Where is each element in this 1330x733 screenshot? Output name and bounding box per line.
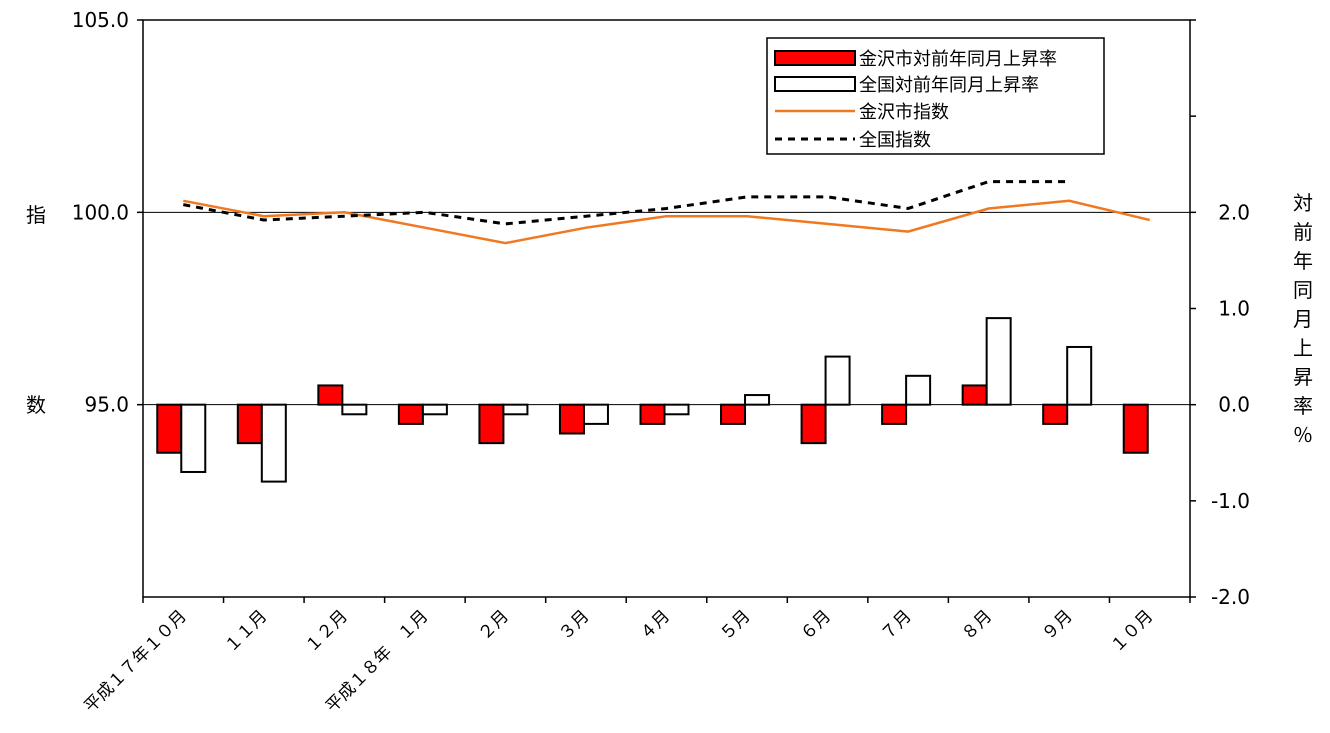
x-tick-label: ４月 [636, 606, 674, 644]
right-axis-title-char: 上 [1293, 336, 1313, 360]
right-axis-title-char: 率 [1293, 394, 1313, 418]
right-axis-title-char: 年 [1293, 249, 1313, 273]
x-tick-label: ６月 [797, 606, 835, 644]
bar-national-rate [502, 403, 529, 416]
right-axis-title-char: 月 [1293, 307, 1313, 331]
bar-national-rate [582, 403, 609, 425]
bar-kanazawa-rate [881, 403, 908, 425]
bar-kanazawa-rate [156, 403, 183, 454]
x-tick-label: ９月 [1039, 606, 1077, 644]
bar-kanazawa-rate [397, 403, 424, 425]
x-tick-label: ５月 [716, 606, 754, 644]
x-tick-label: ７月 [877, 606, 915, 644]
x-tick-label: ２月 [475, 606, 513, 644]
right-axis-title-char: ％ [1293, 423, 1313, 447]
right-tick-label: -1.0 [1211, 489, 1250, 513]
x-tick-label: ８月 [958, 606, 996, 644]
bar-national-rate [421, 403, 448, 416]
x-tick-label: ３月 [555, 606, 593, 644]
right-axis-title-char: 対 [1293, 191, 1313, 215]
bar-national-rate [1066, 345, 1093, 406]
left-axis-title-char: 指 [26, 203, 46, 227]
bar-kanazawa-rate [720, 403, 747, 425]
bar-national-rate [260, 403, 287, 483]
bar-national-rate [985, 317, 1012, 406]
bar-kanazawa-rate [639, 403, 666, 425]
bar-national-rate [180, 403, 207, 473]
x-tick-label: １２月 [302, 606, 352, 656]
x-tick-label: １０月 [1107, 606, 1157, 656]
left-axis-title-char: 数 [26, 393, 46, 417]
bar-kanazawa-rate [1122, 403, 1149, 454]
legend-label: 金沢市対前年同月上昇率 [859, 49, 1057, 70]
bar-national-rate [663, 403, 690, 416]
legend-label: 金沢市指数 [859, 102, 949, 123]
bar-kanazawa-rate [800, 403, 827, 445]
legend-label: 全国対前年同月上昇率 [859, 75, 1039, 96]
bar-national-rate [905, 374, 932, 406]
left-tick-label: 95.0 [84, 393, 129, 417]
bar-kanazawa-rate [961, 384, 988, 406]
axis-titles: 指数 対前年同月上昇率 ％ [26, 191, 1313, 447]
left-tick-label: 100.0 [72, 200, 129, 224]
bar-national-rate [744, 394, 771, 406]
right-axis-title-char: 昇 [1293, 365, 1313, 389]
left-tick-label: 105.0 [72, 8, 129, 32]
right-axis-title-char: 前 [1293, 220, 1313, 244]
bar-national-rate [824, 355, 851, 406]
x-tick-label: １１月 [221, 606, 271, 656]
bar-kanazawa-rate [317, 384, 344, 406]
right-tick-label: -2.0 [1211, 585, 1250, 609]
bar-kanazawa-rate [558, 403, 585, 435]
legend-swatch [774, 50, 856, 66]
bar-kanazawa-rate [236, 403, 263, 445]
legend-label: 全国指数 [859, 130, 931, 151]
right-tick-label: 2.0 [1218, 200, 1250, 224]
right-axis-title-char: 同 [1293, 278, 1313, 302]
right-tick-label: 1.0 [1218, 297, 1250, 321]
bars [156, 317, 1149, 483]
line-kanazawa-index [183, 199, 1150, 245]
x-tick-label: 平成１７年１０月 [80, 606, 190, 716]
legend-swatch [774, 76, 856, 92]
bar-kanazawa-rate [478, 403, 505, 445]
line-national-index [183, 180, 1070, 226]
right-tick-label: 0.0 [1218, 393, 1250, 417]
bar-kanazawa-rate [1042, 403, 1069, 425]
lines [183, 180, 1150, 245]
bar-national-rate [341, 403, 368, 416]
